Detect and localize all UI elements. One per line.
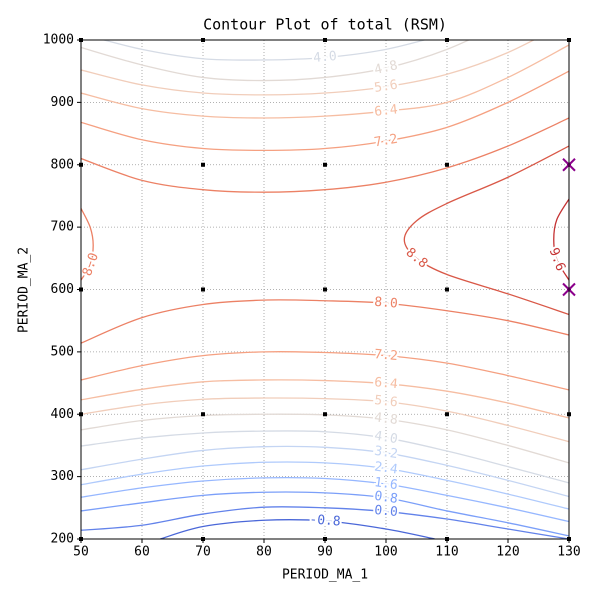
design-point	[445, 412, 449, 417]
contour-label: -0.8	[309, 512, 341, 529]
design-point	[201, 162, 205, 167]
x-tick-label: 110	[435, 545, 458, 560]
contour-line	[81, 40, 471, 82]
x-tick-label: 80	[256, 545, 272, 560]
contour-line	[81, 44, 569, 119]
x-tick-label: 60	[134, 545, 150, 560]
x-tick-label: 130	[557, 545, 580, 560]
contour-line	[81, 461, 569, 510]
y-tick-label: 900	[51, 95, 74, 110]
contour-line	[81, 70, 569, 152]
contour-line	[81, 506, 569, 539]
contour-label: 5.6	[373, 78, 398, 96]
contour-line	[81, 351, 569, 391]
contour-labels: -0.80.00.81.62.43.24.04.85.66.47.28.07.2…	[78, 47, 570, 532]
contour-line	[81, 117, 569, 193]
x-tick-label: 100	[374, 545, 397, 560]
contour-label: 7.2	[374, 347, 399, 364]
contour-label: 6.4	[374, 375, 399, 392]
contour-label: 4.8	[373, 410, 398, 428]
contour-label: 4.0	[313, 49, 338, 66]
design-point	[323, 162, 327, 167]
y-tick-label: 200	[51, 532, 74, 547]
axes: 50 60 70 80 90 100 110 120 130 200 300 400 500 600 700…	[43, 33, 581, 560]
contour-label: 4.0	[373, 429, 399, 447]
contour-line	[81, 40, 536, 96]
x-tick-label: 90	[317, 545, 333, 560]
contour-line	[553, 198, 569, 281]
x-axis-label: PERIOD_MA_1	[282, 568, 368, 583]
y-axis-label: PERIOD_MA_2	[17, 247, 32, 333]
chart-title: Contour Plot of total (RSM)	[203, 16, 447, 34]
contour-line	[81, 208, 94, 281]
contour-line	[81, 430, 569, 484]
design-point	[323, 287, 327, 292]
design-point	[323, 412, 327, 417]
contour-line	[81, 379, 569, 419]
contour-line	[101, 40, 427, 61]
design-point	[445, 162, 449, 167]
y-tick-label: 800	[51, 157, 74, 172]
contour-label: 1.6	[373, 475, 398, 493]
contour-label: 2.4	[373, 459, 399, 477]
x-tick-label: 120	[496, 545, 519, 560]
contour-label: 7.2	[373, 132, 399, 151]
design-point	[445, 287, 449, 292]
contour-label: 0.0	[374, 503, 399, 520]
y-tick-label: 1000	[43, 33, 74, 48]
contour-label: 0.8	[373, 489, 398, 507]
design-point	[201, 412, 205, 417]
contour-line	[403, 145, 569, 316]
y-tick-label: 300	[51, 469, 74, 484]
y-tick-label: 500	[51, 344, 74, 359]
contour-line	[81, 445, 569, 498]
contour-line	[81, 491, 569, 537]
contour-label: 6.4	[373, 102, 398, 120]
y-tick-label: 400	[51, 407, 74, 422]
contour-label: 5.6	[374, 393, 399, 410]
design-point	[201, 287, 205, 292]
contour-line	[81, 397, 569, 443]
contour-label: 8.0	[374, 295, 399, 312]
contours	[81, 40, 569, 539]
x-tick-label: 50	[73, 545, 89, 560]
y-tick-label: 700	[51, 220, 74, 235]
x-tick-label: 70	[195, 545, 211, 560]
contour-line	[160, 519, 435, 539]
y-tick-label: 600	[51, 282, 74, 297]
contour-line	[81, 476, 569, 523]
contour-line	[81, 299, 569, 344]
contour-label: 3.2	[373, 444, 398, 462]
